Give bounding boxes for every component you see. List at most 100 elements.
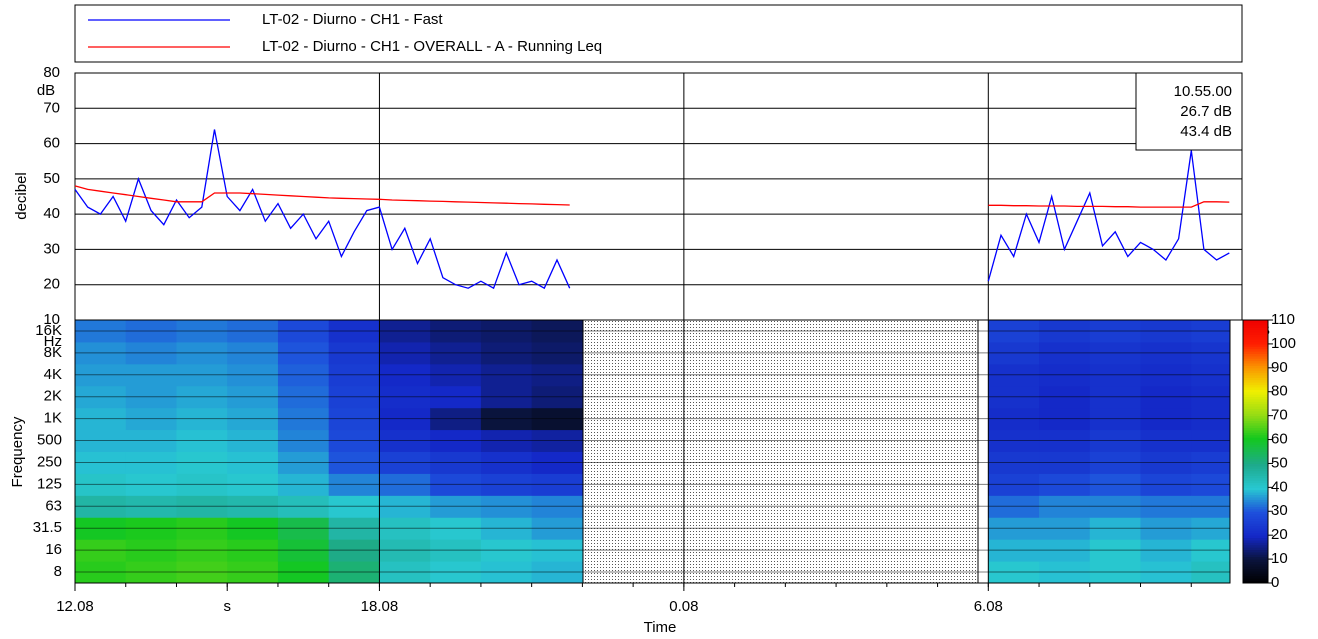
colorbar-step [1243, 480, 1268, 484]
colorbar-step [1243, 437, 1268, 441]
colorbar-step [1243, 513, 1268, 517]
y-tick-label: 50 [43, 170, 60, 187]
colorbar-step [1243, 580, 1268, 584]
colorbar-step [1243, 334, 1268, 338]
colorbar-step [1243, 401, 1268, 405]
colorbar-step [1243, 556, 1268, 560]
colorbar-step [1243, 343, 1268, 347]
colorbar-step [1243, 394, 1268, 398]
colorbar-step [1243, 403, 1268, 407]
colorbar-step [1243, 547, 1268, 551]
colorbar-step [1243, 324, 1268, 328]
y-tick-label: 10 [43, 311, 60, 328]
legend-box [74, 4, 1243, 63]
freq-tick-label: 16 [45, 541, 62, 558]
colorbar-tick-label: 30 [1271, 502, 1288, 519]
y-tick-label: 30 [43, 240, 60, 257]
colorbar-step [1243, 320, 1268, 323]
colorbar-step [1243, 422, 1268, 426]
colorbar-step [1243, 348, 1268, 352]
colorbar-step [1243, 382, 1268, 386]
colorbar-step [1243, 571, 1268, 574]
colorbar-step [1243, 523, 1268, 527]
colorbar-step [1243, 575, 1268, 579]
y-tick-label: 80 [43, 64, 60, 81]
colorbar-step [1243, 410, 1268, 414]
colorbar-step [1243, 365, 1268, 369]
colorbar-step [1243, 456, 1268, 460]
series-line [74, 129, 1230, 290]
colorbar-step [1243, 351, 1268, 354]
freq-axis-label: Frequency [9, 416, 26, 487]
colorbar-tick-label: 10 [1271, 550, 1288, 567]
colorbar-step [1243, 494, 1268, 498]
colorbar-step [1243, 473, 1268, 476]
colorbar-step [1243, 516, 1268, 519]
colorbar-step [1243, 530, 1268, 534]
colorbar-step [1243, 561, 1268, 565]
colorbar-step [1243, 358, 1268, 362]
colorbar-step [1243, 489, 1268, 493]
colorbar-tick-label: 40 [1271, 478, 1288, 495]
colorbar-step [1243, 496, 1268, 500]
plot-frame [74, 72, 1243, 321]
readout-box [1135, 72, 1243, 151]
colorbar-step [1243, 525, 1268, 529]
freq-tick-label: 8 [54, 563, 62, 580]
colorbar-step [1243, 355, 1268, 359]
readout-text: 43.4 dB [1180, 123, 1232, 140]
freq-tick-label: 63 [45, 497, 62, 514]
legend-label: LT-02 - Diurno - CH1 - Fast [262, 11, 443, 28]
colorbar-step [1243, 453, 1268, 457]
colorbar-tick-label: 70 [1271, 407, 1288, 424]
colorbar-step [1243, 563, 1268, 567]
colorbar-step [1243, 549, 1268, 553]
colorbar-step [1243, 327, 1268, 331]
colorbar-step [1243, 363, 1268, 366]
y-axis-label: decibel [13, 172, 30, 220]
colorbar-tick-label: 90 [1271, 359, 1288, 376]
y-unit: dB [37, 82, 55, 99]
colorbar-step [1243, 406, 1268, 409]
colorbar-step [1243, 449, 1268, 452]
colorbar-step [1243, 370, 1268, 374]
colorbar-step [1243, 374, 1268, 378]
colorbar-step [1243, 542, 1268, 546]
freq-tick-label: 1K [44, 410, 62, 427]
colorbar-step [1243, 441, 1268, 445]
colorbar-step [1243, 367, 1268, 371]
freq-tick-label: 125 [37, 475, 62, 492]
colorbar-step [1243, 413, 1268, 417]
colorbar-step [1243, 451, 1268, 455]
freq-tick-label: 4K [44, 366, 62, 383]
colorbar-step [1243, 415, 1268, 419]
x-tick-label: 12.08 [56, 598, 94, 615]
colorbar-step [1243, 346, 1268, 350]
colorbar-step [1243, 504, 1268, 507]
colorbar-step [1243, 379, 1268, 383]
freq-unit: Hz [44, 333, 62, 350]
x-tick-label: 0.08 [669, 598, 698, 615]
freq-tick-label: 500 [37, 432, 62, 449]
colorbar-step [1243, 463, 1268, 467]
colorbar-tick-label: 110 [1271, 311, 1295, 328]
y-tick-label: 20 [43, 276, 60, 293]
colorbar-step [1243, 439, 1268, 443]
colorbar-step [1243, 360, 1268, 364]
colorbar-step [1243, 446, 1268, 450]
freq-tick-label: 2K [44, 388, 62, 405]
colorbar-step [1243, 420, 1268, 424]
colorbar-step [1243, 427, 1268, 431]
colorbar-step [1243, 353, 1268, 357]
colorbar-step [1243, 372, 1268, 376]
colorbar-step [1243, 425, 1268, 429]
colorbar-tick-label: 50 [1271, 454, 1288, 471]
colorbar-tick-label: 20 [1271, 526, 1288, 543]
freq-tick-label: 8K [44, 344, 62, 361]
colorbar-step [1243, 384, 1268, 388]
colorbar-step [1243, 532, 1268, 536]
colorbar-step [1243, 458, 1268, 462]
colorbar-step [1243, 468, 1268, 472]
colorbar-step [1243, 322, 1268, 326]
